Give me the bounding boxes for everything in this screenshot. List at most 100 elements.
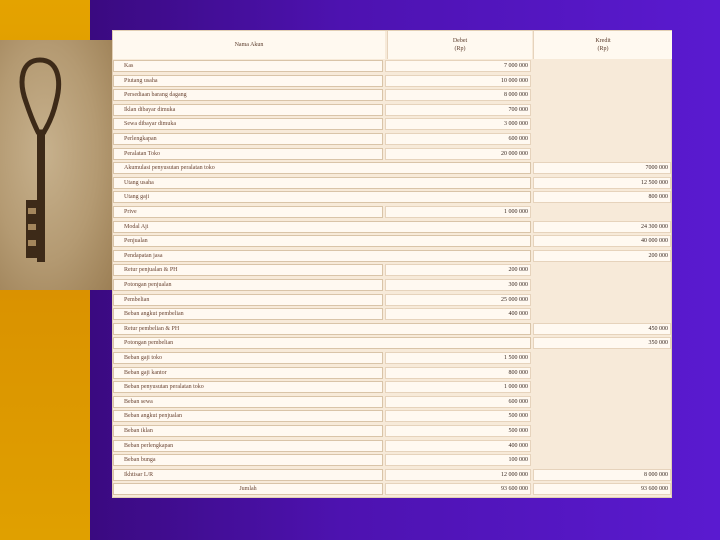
account-name-cell: Potongan penjualan bbox=[113, 279, 383, 291]
header-account-name-label: Nama Akun bbox=[234, 42, 264, 48]
table-row: Beban angkut pembelian 400 000 bbox=[113, 308, 671, 323]
account-name-cell: Beban bunga bbox=[113, 454, 383, 467]
account-name-cell: Beban sewa bbox=[113, 395, 383, 408]
header-credit: Kredit (Rp) bbox=[533, 31, 672, 59]
account-name-cell: Beban angkut pembelian bbox=[113, 308, 383, 321]
table-row: Utang gaji 800 000 bbox=[113, 191, 671, 206]
table-row: Beban gaji toko 1 500 000 bbox=[113, 352, 671, 367]
account-name-cell: Retur pembelian & PH bbox=[113, 322, 531, 335]
debit-cell: 1 000 000 bbox=[385, 381, 531, 394]
table-row: Akumulasi penyusutan peralatan toko 7000 … bbox=[113, 162, 671, 177]
header-credit-unit: (Rp) bbox=[597, 46, 609, 52]
table-row: Perlengkapan 600 000 bbox=[113, 133, 671, 148]
account-name-cell: Iklan dibayar dimuka bbox=[113, 103, 383, 116]
debit-cell: 800 000 bbox=[385, 366, 531, 379]
debit-cell: 8 000 000 bbox=[385, 89, 531, 102]
table-row: Retur pembelian & PH 450 000 bbox=[113, 322, 671, 338]
total-debit: 93 600 000 bbox=[385, 483, 531, 496]
account-name-cell: Penjualan bbox=[113, 235, 531, 248]
account-name-cell: Beban gaji kantor bbox=[113, 366, 383, 379]
header-debit-unit: (Rp) bbox=[454, 46, 466, 52]
credit-cell: 350 000 bbox=[533, 337, 671, 350]
debit-cell: 500 000 bbox=[385, 425, 531, 437]
table-row: Beban penyusutan peralatan toko 1 000 000 bbox=[113, 381, 671, 396]
account-name-cell: Beban iklan bbox=[113, 425, 383, 437]
credit-cell: 8 000 000 bbox=[533, 468, 671, 481]
table-row: Sewa dibayar dimuka 3 000 000 bbox=[113, 118, 671, 133]
debit-cell: 200 000 bbox=[385, 264, 531, 277]
account-name-cell: Ikhtisar L/R bbox=[113, 468, 383, 481]
table-row: Penjualan 40 000 000 bbox=[113, 235, 671, 250]
debit-cell: 7 000 000 bbox=[385, 60, 531, 72]
total-label: Jumlah bbox=[113, 483, 383, 496]
account-name-cell: Pembelian bbox=[113, 293, 383, 306]
account-name-cell: Beban perlengkapan bbox=[113, 439, 383, 452]
table-row: Modal Aji 24 300 000 bbox=[113, 220, 671, 236]
header-debit-label: Debet bbox=[452, 38, 468, 44]
account-name-cell: Peralatan Toko bbox=[113, 147, 383, 160]
account-name-cell: Potongan pembelian bbox=[113, 337, 531, 350]
debit-cell: 12 000 000 bbox=[385, 468, 531, 481]
table-row: Beban gaji kantor 800 000 bbox=[113, 366, 671, 382]
account-name-cell: Beban angkut penjualan bbox=[113, 410, 383, 423]
debit-cell: 1 000 000 bbox=[385, 206, 531, 218]
credit-cell: 200 000 bbox=[533, 249, 671, 262]
table-row: Utang usaha 12 500 000 bbox=[113, 176, 671, 192]
table-row: Beban iklan 500 000 bbox=[113, 425, 671, 440]
debit-cell: 3 000 000 bbox=[385, 118, 531, 131]
debit-cell: 400 000 bbox=[385, 439, 531, 452]
header-debit: Debet (Rp) bbox=[387, 31, 532, 59]
account-name-cell: Beban penyusutan peralatan toko bbox=[113, 381, 383, 394]
credit-cell: 40 000 000 bbox=[533, 235, 671, 248]
debit-cell: 20 000 000 bbox=[385, 147, 531, 160]
table-row: Iklan dibayar dimuka 700 000 bbox=[113, 103, 671, 119]
credit-cell: 450 000 bbox=[533, 322, 671, 335]
trial-balance-table: Nama Akun Debet (Rp) Kredit (Rp) Kas 7 00… bbox=[112, 30, 672, 498]
total-row: Jumlah 93 600 000 93 600 000 bbox=[113, 483, 671, 498]
account-name-cell: Beban gaji toko bbox=[113, 352, 383, 364]
table-row: Retur penjualan & PH 200 000 bbox=[113, 264, 671, 279]
account-name-cell: Pendapatan jasa bbox=[113, 249, 531, 262]
debit-cell: 100 000 bbox=[385, 454, 531, 467]
account-name-cell: Modal Aji bbox=[113, 220, 531, 233]
credit-cell: 12 500 000 bbox=[533, 176, 671, 189]
credit-cell: 24 300 000 bbox=[533, 220, 671, 233]
debit-cell: 400 000 bbox=[385, 308, 531, 321]
account-name-cell: Akumulasi penyusutan peralatan toko bbox=[113, 162, 531, 175]
debit-cell: 25 000 000 bbox=[385, 293, 531, 306]
table-row: Potongan pembelian 350 000 bbox=[113, 337, 671, 352]
credit-cell: 7000 000 bbox=[533, 162, 671, 175]
table-row: Piutang usaha 10 000 000 bbox=[113, 74, 671, 90]
account-name-cell: Prive bbox=[113, 206, 383, 218]
account-name-cell: Sewa dibayar dimuka bbox=[113, 118, 383, 131]
credit-cell: 800 000 bbox=[533, 191, 671, 204]
table-row: Prive 1 000 000 bbox=[113, 206, 671, 221]
table-row: Ikhtisar L/R 12 000 000 8 000 000 bbox=[113, 468, 671, 484]
debit-cell: 700 000 bbox=[385, 103, 531, 116]
debit-cell: 600 000 bbox=[385, 133, 531, 145]
account-name-cell: Retur penjualan & PH bbox=[113, 264, 383, 277]
table-row: Pembelian 25 000 000 bbox=[113, 293, 671, 309]
account-name-cell: Utang gaji bbox=[113, 191, 531, 204]
total-credit: 93 600 000 bbox=[533, 483, 671, 496]
antique-key-image bbox=[0, 40, 112, 290]
table-row: Beban bunga 100 000 bbox=[113, 454, 671, 469]
header-account-name: Nama Akun bbox=[113, 31, 385, 59]
debit-cell: 600 000 bbox=[385, 395, 531, 408]
table-row: Potongan penjualan 300 000 bbox=[113, 279, 671, 294]
debit-cell: 10 000 000 bbox=[385, 74, 531, 87]
table-row: Peralatan Toko 20 000 000 bbox=[113, 147, 671, 163]
table-row: Beban angkut penjualan 500 000 bbox=[113, 410, 671, 425]
account-name-cell: Kas bbox=[113, 60, 383, 72]
debit-cell: 300 000 bbox=[385, 279, 531, 291]
table-row: Pendapatan jasa 200 000 bbox=[113, 249, 671, 265]
debit-cell: 500 000 bbox=[385, 410, 531, 423]
table-row: Kas 7 000 000 bbox=[113, 60, 671, 75]
table-row: Beban sewa 600 000 bbox=[113, 395, 671, 411]
account-name-cell: Utang usaha bbox=[113, 176, 531, 189]
account-name-cell: Persediaan barang dagang bbox=[113, 89, 383, 102]
account-name-cell: Perlengkapan bbox=[113, 133, 383, 145]
table-row: Beban perlengkapan 400 000 bbox=[113, 439, 671, 455]
account-name-cell: Piutang usaha bbox=[113, 74, 383, 87]
header-credit-label: Kredit bbox=[595, 38, 611, 44]
